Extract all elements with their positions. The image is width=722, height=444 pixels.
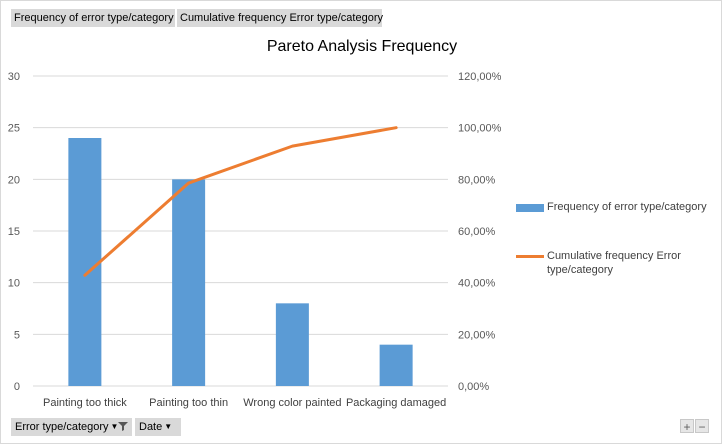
- y2-tick-label: 60,00%: [458, 226, 496, 238]
- legend-label-cumulative: Cumulative frequency Error type/category: [547, 250, 681, 276]
- series-field-button-frequency[interactable]: Frequency of error type/category: [11, 9, 175, 27]
- legend-swatch-line: [516, 255, 544, 258]
- collapse-button[interactable]: −: [695, 419, 709, 434]
- y2-tick-label: 120,00%: [458, 71, 502, 83]
- cumulative-line: [83, 126, 398, 277]
- y-tick-label: 20: [8, 174, 20, 186]
- date-field-button[interactable]: Date ▼: [135, 418, 181, 436]
- x-tick-label: Painting too thick: [43, 397, 127, 409]
- x-tick-label: Painting too thin: [149, 397, 228, 409]
- filter-funnel-icon: [118, 422, 129, 431]
- y-tick-label: 30: [8, 71, 20, 83]
- y2-tick-label: 40,00%: [458, 278, 496, 290]
- legend-swatch-bar: [516, 204, 544, 212]
- y-tick-label: 0: [14, 381, 20, 393]
- x-tick-label: Packaging damaged: [346, 397, 446, 409]
- category-field-button[interactable]: Error type/category ▼: [11, 418, 132, 436]
- y2-tick-label: 20,00%: [458, 329, 496, 341]
- dropdown-arrow-icon: ▼: [164, 422, 173, 431]
- expand-button[interactable]: +: [680, 419, 694, 434]
- x-tick-label: Wrong color painted: [243, 397, 341, 409]
- y2-tick-label: 0,00%: [458, 381, 489, 393]
- bar: [68, 138, 102, 386]
- legend-label-frequency: Frequency of error type/category: [547, 201, 707, 213]
- bar: [172, 179, 206, 386]
- category-field-label: Error type/category: [15, 421, 109, 433]
- y-tick-label: 25: [8, 123, 20, 135]
- bar: [275, 303, 309, 386]
- series-field-button-cumulative[interactable]: Cumulative frequency Error type/category: [177, 9, 383, 27]
- dropdown-arrow-icon: ▼: [110, 422, 119, 431]
- chart-title: Pareto Analysis Frequency: [266, 38, 458, 55]
- y-tick-label: 15: [8, 226, 20, 238]
- bar: [379, 344, 413, 386]
- date-field-label: Date: [139, 421, 163, 433]
- y2-tick-label: 80,00%: [458, 174, 496, 186]
- y-tick-label: 5: [14, 329, 20, 341]
- y2-tick-label: 100,00%: [458, 123, 502, 135]
- y-tick-label: 10: [8, 278, 20, 290]
